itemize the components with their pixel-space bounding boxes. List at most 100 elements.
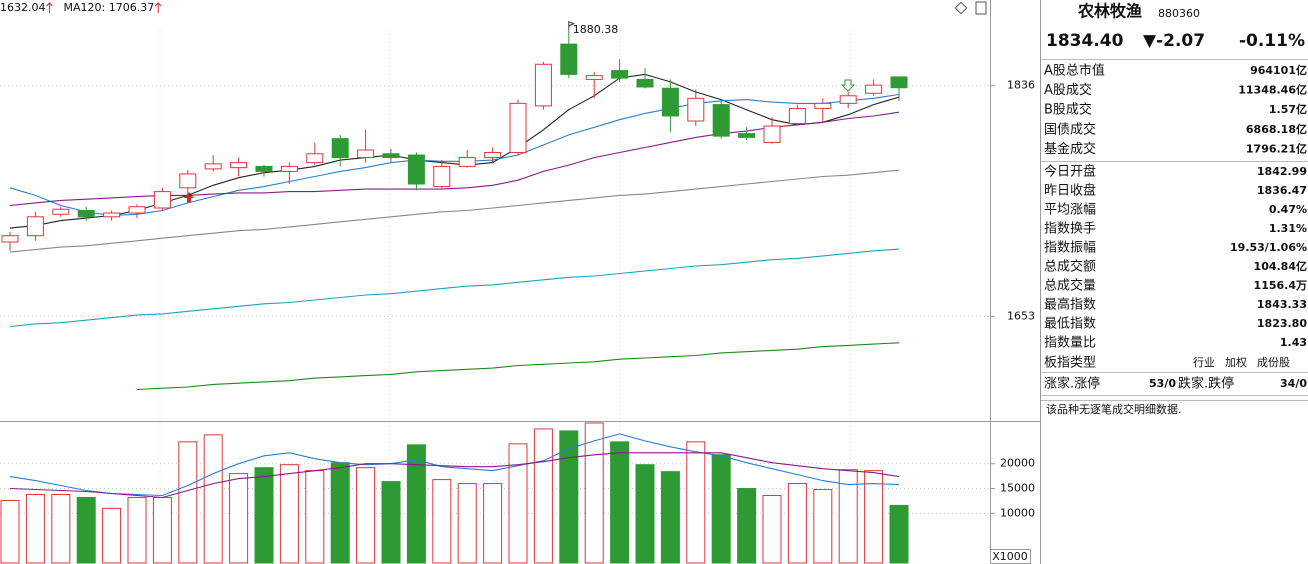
moving-average [9,248,900,328]
volume-bar [457,483,477,564]
volume-bar [889,504,909,564]
volume-bar [559,430,579,564]
row-value: 0.47% [1269,203,1307,216]
volume-bar [533,428,553,564]
row-value: 1823.80 [1257,317,1307,330]
panel-message: 该品种无逐笔成交明细数据. [1046,402,1182,416]
row-value: 104.84亿 [1254,259,1307,273]
row-label: B股成交 [1044,102,1092,118]
volume-bar [432,479,452,564]
candle-body [560,43,578,75]
candle-body [433,165,451,188]
volume-bar [76,496,96,564]
y-tick-label: 1653 [1007,309,1035,322]
row-label: 总成交额 [1044,259,1096,275]
sell-arrow [840,79,856,92]
candle-body [179,173,197,189]
row-label: 跌家.跌停 [1178,376,1234,392]
candle-body [103,212,121,218]
row-label: 最高指数 [1044,297,1096,313]
candle-body [230,162,248,169]
volume-bar [635,464,655,564]
row-value: 11348.46亿 [1238,83,1307,97]
volume-bar [813,489,833,564]
candle-body [1,235,19,243]
candle-body [636,78,654,88]
volume-bar [737,488,757,564]
candle-body [585,75,603,80]
volume-bar [229,473,249,564]
unit-label: X1000 [992,550,1028,563]
row-label: 基金成交 [1044,141,1096,157]
volume-bar [610,441,630,564]
row-label: A股成交 [1044,82,1092,98]
row-value: 1842.99 [1257,165,1307,178]
row-label: 指数振幅 [1044,241,1096,256]
row-value: 1.31% [1269,222,1307,235]
candle-body [280,165,298,172]
icon-window[interactable] [975,1,987,15]
volume-bar [508,443,528,564]
volume-average [9,433,900,497]
row-value: 34/0 [1280,377,1307,390]
candle-body [26,216,44,237]
volume-bar [127,496,147,564]
candle-body [484,152,502,159]
moving-average [9,169,900,253]
board-option: 成份股 [1257,356,1290,369]
row-value: 19.53/1.06% [1230,241,1307,254]
candle-body [839,95,857,104]
candle-body [738,133,756,138]
volume-bar [711,454,731,564]
icon-diamond[interactable] [954,1,968,15]
legend-arrow [154,2,162,13]
panel-title: 农林牧渔 [1077,2,1142,21]
legend-entry: 1632.04 [0,1,46,14]
candle-body [331,138,349,159]
row-label: 平均涨幅 [1044,203,1096,218]
volume-bar [203,434,223,564]
row-label: A股总市值 [1044,63,1105,79]
volume-bar [660,471,680,564]
row-value: 1.57亿 [1269,102,1307,116]
candle-body [407,154,425,185]
candle-body [77,210,95,218]
candle-body [255,165,273,172]
volume-bar [356,467,376,564]
volume-average [9,452,900,499]
volume-bar [305,470,325,564]
row-label: 涨家.涨停 [1044,376,1100,392]
row-value: 1843.33 [1257,298,1307,311]
volume-bar [838,469,858,564]
candle-body [306,153,324,164]
candle-body [788,107,806,125]
buy-arrow [184,192,194,203]
panel-code: 880360 [1158,7,1200,20]
candle-body [865,84,883,94]
candle-body [661,87,679,117]
candle-body [509,102,527,154]
candle-body [204,163,222,170]
row-value: 964101亿 [1250,63,1307,77]
candle-body [357,149,375,159]
volume-bar [279,464,299,564]
board-option: 行业 [1193,356,1215,369]
change: ▼-2.07 [1143,31,1205,51]
change-pct: -0.11% [1239,31,1305,51]
volume-bar [787,483,807,564]
volume-bar [864,470,884,564]
volume-bar [584,422,604,564]
row-label: 总成交量 [1044,278,1096,294]
candle-body [814,102,832,109]
legend-entry: MA120: 1706.37 [64,1,155,14]
row-label: 昨日收盘 [1044,183,1096,199]
candle-body [611,70,629,79]
candle-body [763,125,781,143]
row-label: 最低指数 [1044,317,1096,332]
row-value: 1796.21亿 [1246,141,1307,155]
high-annotation: 1880.38 [573,23,619,36]
row-label: 指数换手 [1044,222,1096,237]
candle-body [712,104,730,137]
candle-body [153,191,171,209]
